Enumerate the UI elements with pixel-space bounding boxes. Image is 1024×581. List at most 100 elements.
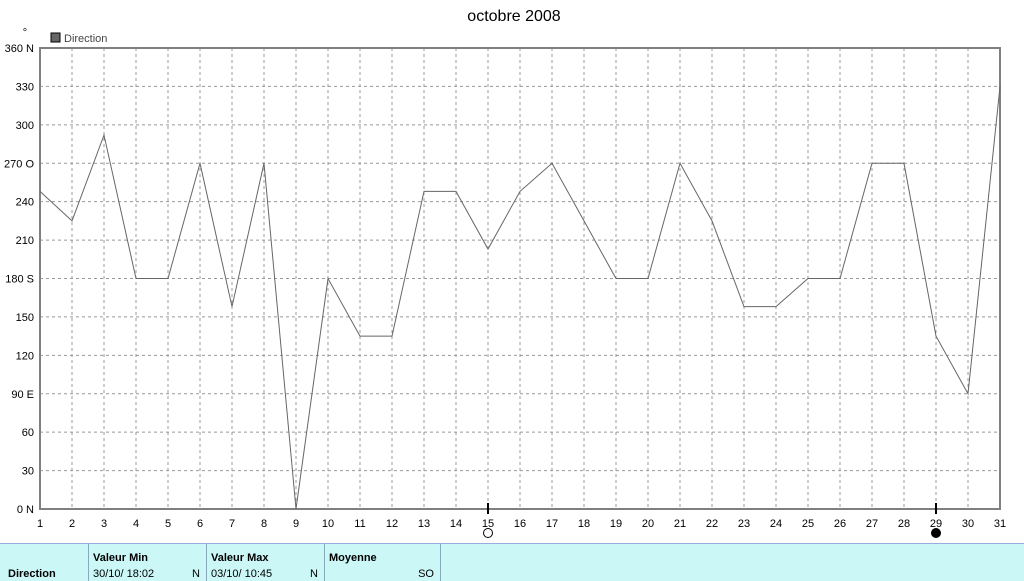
data-point: [647, 277, 650, 280]
footer-min-cell: Valeur Min 30/10/ 18:02 N: [88, 544, 207, 581]
x-tick-label: 4: [133, 518, 139, 530]
data-point: [839, 277, 842, 280]
direction-chart: octobre 2008 ° Direction 0 N 30 60 90 E 120 1…: [4, 8, 1006, 538]
moon-phases: [483, 503, 941, 538]
data-point: [39, 190, 42, 193]
y-tick-label: 120: [16, 350, 34, 362]
data-point: [871, 162, 874, 165]
x-tick-label: 21: [674, 518, 686, 530]
x-tick-label: 9: [293, 518, 299, 530]
data-point: [679, 162, 682, 165]
data-point: [903, 162, 906, 165]
x-tick-label: 8: [261, 518, 267, 530]
max-direction: N: [310, 568, 318, 580]
data-point: [775, 305, 778, 308]
plot-frame: [39, 47, 1001, 510]
data-point: [199, 162, 202, 165]
series-layer: [39, 85, 1002, 511]
x-tick-label: 15: [482, 518, 494, 530]
y-tick-label: 60: [22, 427, 34, 439]
data-point: [263, 162, 266, 165]
x-tick-label: 14: [450, 518, 462, 530]
data-point: [167, 277, 170, 280]
data-point: [295, 508, 298, 511]
x-tick-label: 24: [770, 518, 782, 530]
data-point: [135, 277, 138, 280]
data-point: [423, 190, 426, 193]
x-tick-label: 26: [834, 518, 846, 530]
min-direction: N: [192, 568, 200, 580]
x-tick-label: 11: [354, 518, 365, 530]
new-moon-icon: [931, 528, 941, 538]
y-tick-label: 150: [16, 312, 34, 324]
min-header: Valeur Min: [93, 552, 149, 564]
x-tick-label: 12: [386, 518, 398, 530]
y-tick-label: 330: [16, 81, 34, 93]
data-point: [519, 190, 522, 193]
data-point: [231, 305, 234, 308]
x-axis: 1 2 3 4 5 6 7 8 9 10 11 12 13 14 15 16 17 18 19 20 21 22 23 24 2…: [37, 518, 1006, 530]
data-point: [807, 277, 810, 280]
data-point: [551, 162, 554, 165]
x-tick-label: 30: [962, 518, 974, 530]
footer-series-cell: Direction: [0, 544, 89, 581]
data-point: [999, 85, 1002, 88]
x-tick-label: 3: [101, 518, 107, 530]
legend-swatch: [50, 32, 61, 43]
data-point: [487, 248, 490, 251]
legend-label: Direction: [64, 33, 107, 45]
y-axis: 0 N 30 60 90 E 120 150 180 S 210 240 270 O 300 330 3…: [4, 43, 34, 516]
data-point: [327, 277, 330, 280]
avg-direction: SO: [418, 568, 434, 580]
x-tick-label: 1: [37, 518, 43, 530]
data-point: [743, 305, 746, 308]
x-tick-label: 19: [610, 518, 622, 530]
x-tick-label: 18: [578, 518, 590, 530]
x-tick-label: 17: [546, 518, 558, 530]
x-tick-label: 10: [322, 518, 334, 530]
x-tick-label: 28: [898, 518, 910, 530]
y-unit-symbol: °: [23, 27, 27, 39]
data-point: [935, 335, 938, 338]
y-tick-label: 90 E: [11, 389, 34, 401]
data-point: [583, 219, 586, 222]
x-tick-label: 25: [802, 518, 814, 530]
y-tick-label: 360 N: [5, 43, 34, 55]
full-moon-icon: [483, 528, 493, 538]
avg-header: Moyenne: [329, 552, 377, 564]
x-tick-label: 31: [994, 518, 1006, 530]
x-tick-label: 13: [418, 518, 430, 530]
data-point: [391, 335, 394, 338]
footer-max-cell: Valeur Max 03/10/ 10:45 N: [206, 544, 325, 581]
footer-series-label: Direction: [8, 568, 56, 580]
grid: [40, 48, 1000, 509]
y-tick-label: 180 S: [5, 274, 34, 286]
chart-title: octobre 2008: [467, 8, 561, 25]
x-tick-label: 2: [69, 518, 75, 530]
data-point: [711, 219, 714, 222]
y-tick-label: 300: [16, 120, 34, 132]
x-tick-label: 27: [866, 518, 878, 530]
footer-avg-cell: Moyenne SO: [324, 544, 441, 581]
data-point: [71, 219, 74, 222]
y-tick-label: 30: [22, 466, 34, 478]
max-header: Valeur Max: [211, 552, 269, 564]
x-tick-label: 23: [738, 518, 750, 530]
y-tick-label: 0 N: [17, 504, 34, 516]
max-date: 03/10/ 10:45: [211, 568, 273, 580]
data-point: [103, 134, 106, 137]
data-point: [967, 392, 970, 395]
data-point: [615, 277, 618, 280]
data-point: [455, 190, 458, 193]
y-tick-label: 270 O: [4, 158, 34, 170]
data-point: [359, 335, 362, 338]
x-tick-label: 16: [514, 518, 526, 530]
min-date: 30/10/ 18:02: [93, 568, 155, 580]
x-tick-label: 5: [165, 518, 171, 530]
y-tick-label: 240: [16, 197, 34, 209]
x-tick-label: 6: [197, 518, 203, 530]
series-line-direction: [39, 86, 1001, 510]
statistics-bar: Direction Valeur Min 30/10/ 18:02 N Vale…: [0, 543, 1024, 581]
y-tick-label: 210: [16, 235, 34, 247]
x-tick-label: 29: [930, 518, 942, 530]
